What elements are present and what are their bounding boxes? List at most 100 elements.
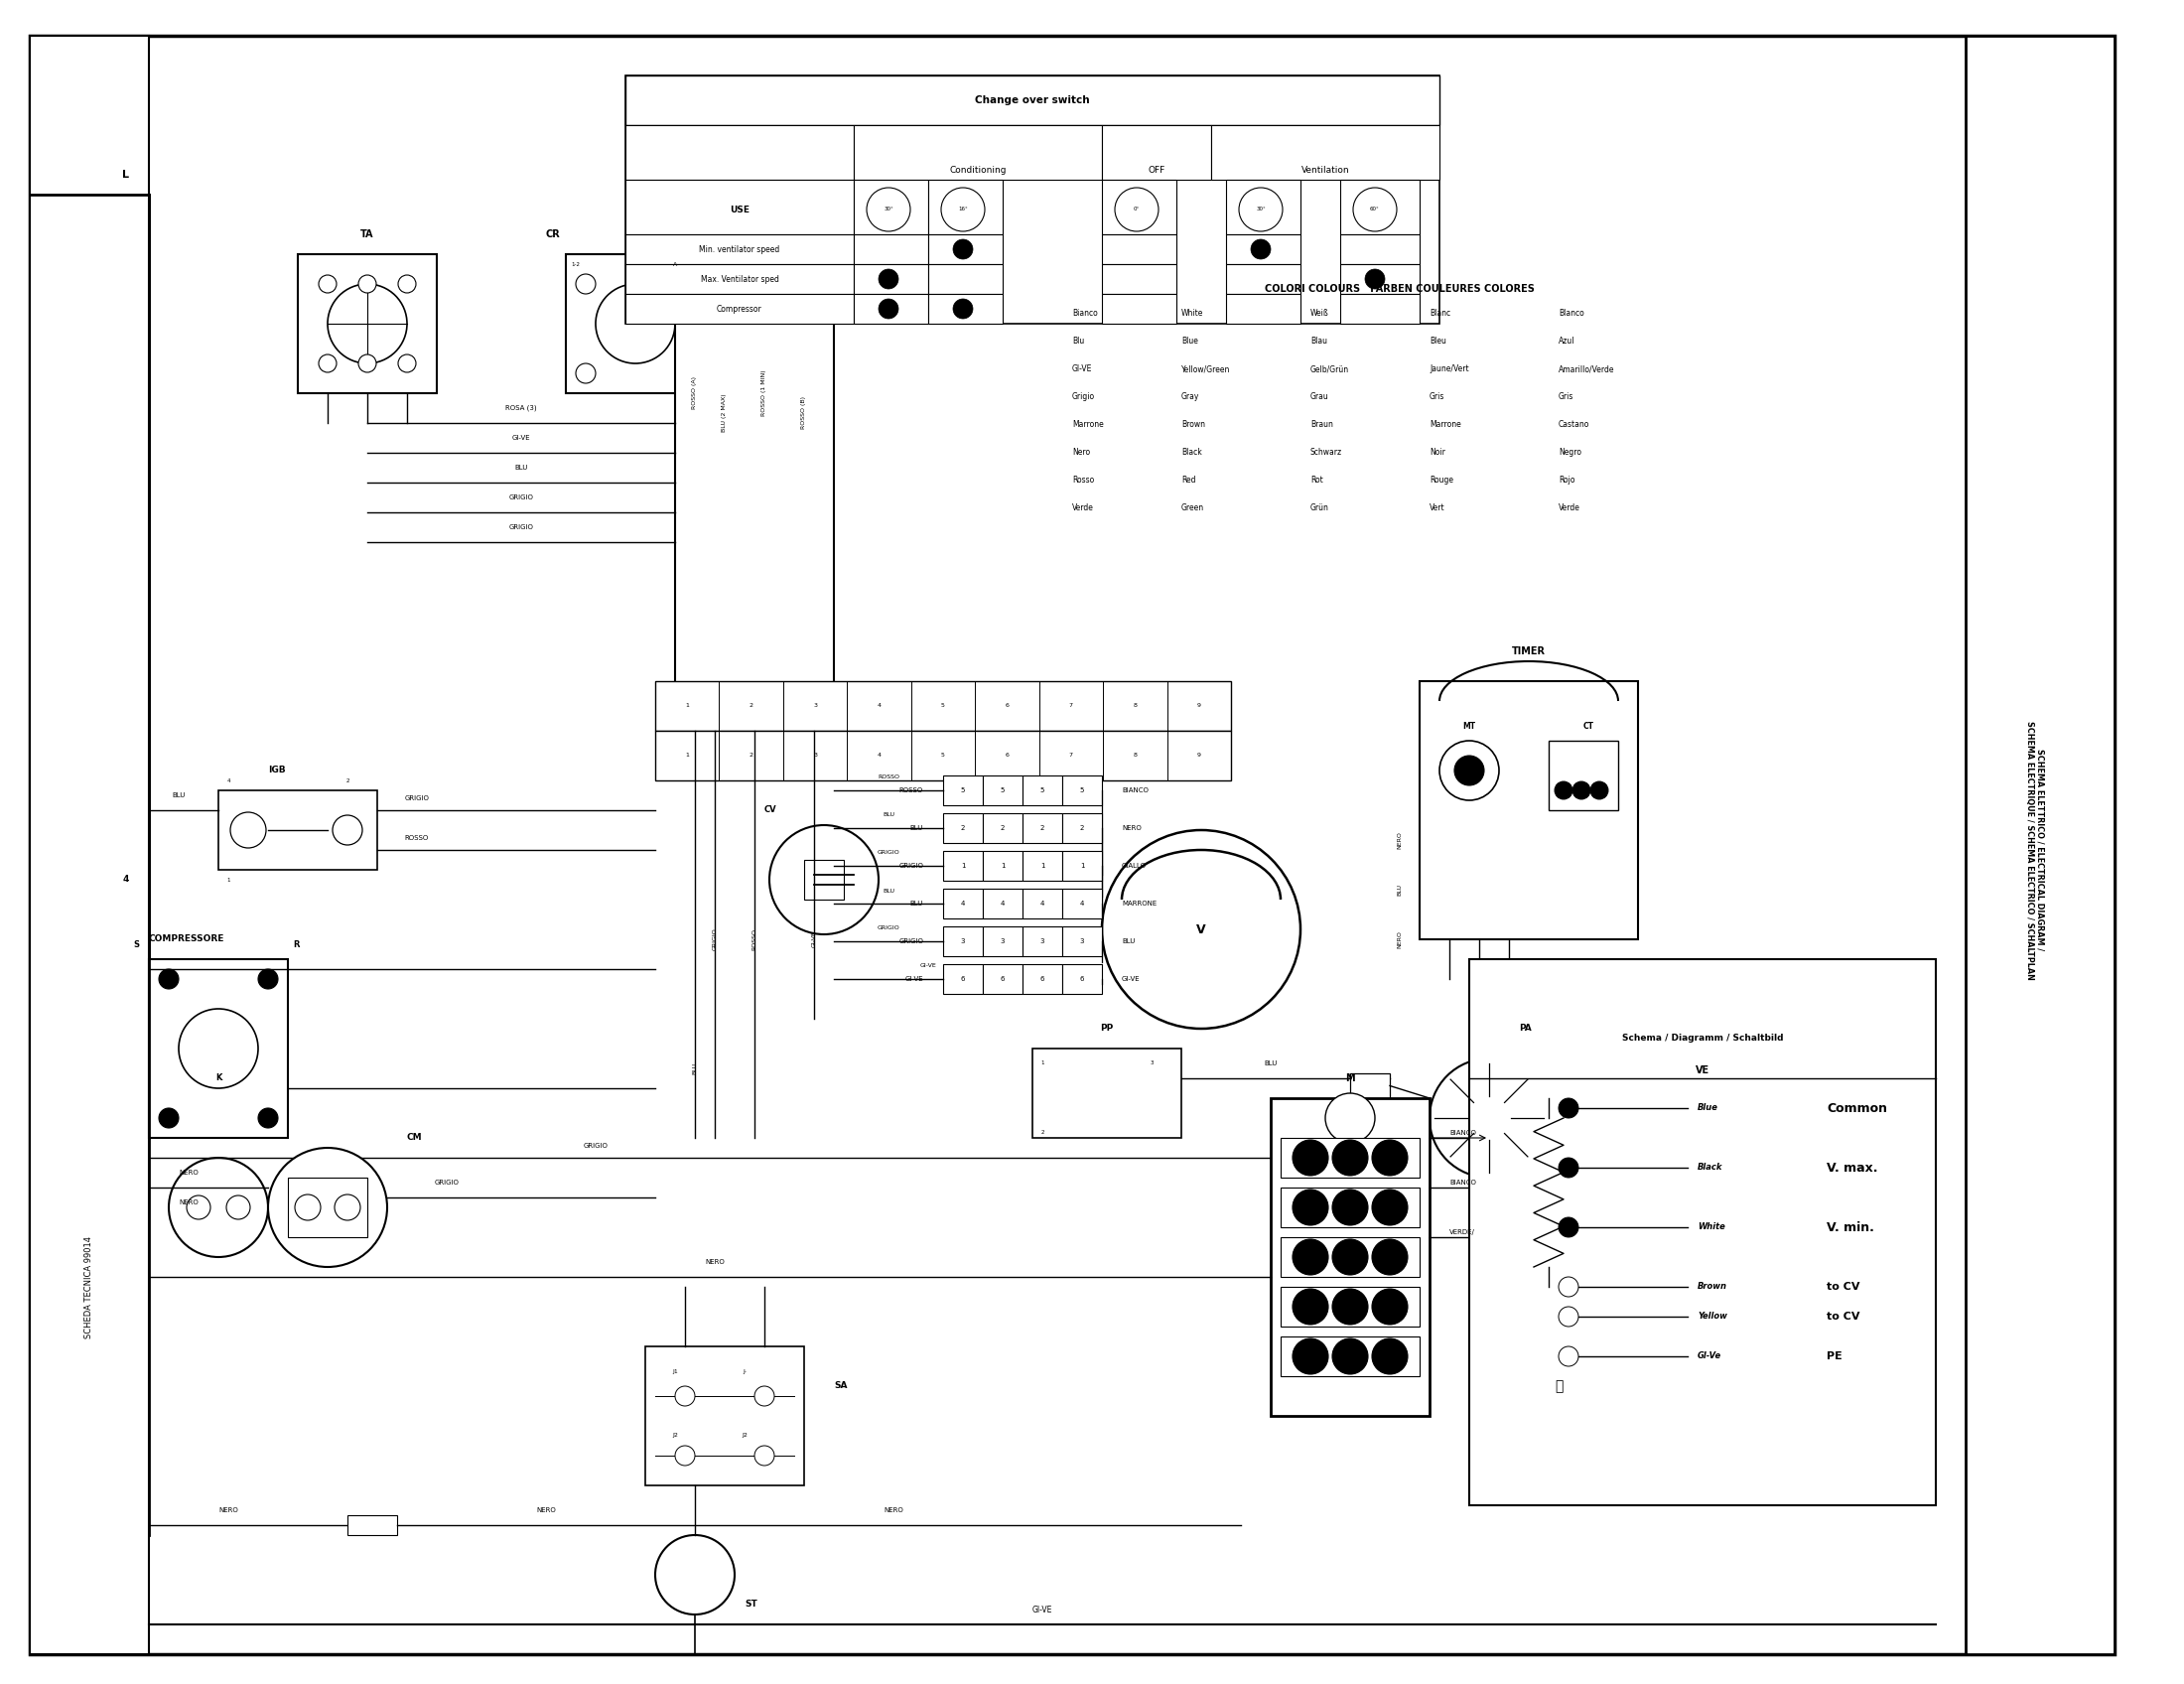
Text: J2: J2: [743, 1433, 747, 1438]
Text: Rosso: Rosso: [1072, 477, 1094, 485]
Text: Green: Green: [1182, 504, 1203, 514]
Text: Jaune/Vert: Jaune/Vert: [1431, 365, 1470, 374]
Circle shape: [1103, 830, 1299, 1029]
Text: NERO: NERO: [218, 1507, 238, 1514]
Text: GRIGIO: GRIGIO: [435, 1179, 459, 1186]
Text: GRIGIO: GRIGIO: [898, 862, 924, 869]
Text: GI-VE: GI-VE: [812, 931, 817, 948]
Text: M: M: [1465, 766, 1472, 775]
Text: 16°: 16°: [959, 207, 968, 212]
Text: L: L: [122, 170, 129, 180]
Circle shape: [952, 239, 972, 259]
Bar: [1341, 180, 1420, 234]
Text: Gris: Gris: [1559, 392, 1575, 402]
Text: R: R: [293, 940, 299, 948]
Circle shape: [358, 354, 376, 372]
Circle shape: [1372, 1239, 1409, 1275]
Text: 1-2: 1-2: [572, 261, 581, 266]
Bar: [943, 926, 983, 957]
Bar: [928, 295, 1002, 323]
Text: GI-VE: GI-VE: [919, 963, 937, 968]
Circle shape: [1559, 1098, 1579, 1118]
Bar: [1280, 1187, 1420, 1228]
Circle shape: [1354, 187, 1398, 231]
Circle shape: [577, 364, 596, 384]
Circle shape: [1559, 1159, 1579, 1177]
Text: 2: 2: [345, 778, 349, 783]
Text: 8: 8: [1133, 704, 1138, 709]
Bar: [928, 234, 1002, 264]
Text: Marrone: Marrone: [1431, 421, 1461, 429]
Text: 6: 6: [1079, 977, 1083, 982]
Text: Blue: Blue: [1182, 337, 1199, 345]
Bar: [655, 680, 1232, 731]
Text: COLORI COLOURS   FARBEN COULEURES COLORES: COLORI COLOURS FARBEN COULEURES COLORES: [1265, 285, 1535, 295]
Circle shape: [1293, 1288, 1328, 1325]
Circle shape: [332, 815, 363, 845]
Circle shape: [1559, 1218, 1579, 1238]
Text: PE: PE: [1826, 1351, 1843, 1361]
Circle shape: [258, 968, 277, 989]
Text: 0°: 0°: [1133, 207, 1140, 212]
Bar: [943, 850, 983, 881]
Text: NERO: NERO: [179, 1170, 199, 1175]
Text: ROSSO: ROSSO: [900, 788, 924, 793]
Circle shape: [1372, 1339, 1409, 1374]
Bar: [625, 76, 1439, 125]
Circle shape: [675, 1445, 695, 1465]
Bar: [1103, 264, 1177, 295]
Text: 7: 7: [1068, 753, 1072, 758]
Text: Rot: Rot: [1310, 477, 1324, 485]
Circle shape: [1293, 1239, 1328, 1275]
Bar: [288, 1177, 367, 1238]
Text: M: M: [1345, 1073, 1354, 1083]
Circle shape: [334, 1194, 360, 1221]
Bar: [625, 180, 854, 234]
Text: 1: 1: [686, 753, 690, 758]
Text: 5: 5: [1000, 788, 1005, 793]
Text: GI-VE: GI-VE: [904, 977, 924, 982]
Text: 3: 3: [1079, 938, 1083, 945]
Bar: [983, 775, 1022, 805]
Text: 2: 2: [1000, 825, 1005, 832]
Text: K: K: [216, 1074, 221, 1083]
Bar: [1225, 234, 1299, 264]
Text: 5: 5: [941, 704, 946, 709]
Text: ST: ST: [745, 1600, 758, 1608]
Circle shape: [596, 285, 675, 364]
Circle shape: [1293, 1339, 1328, 1374]
Bar: [983, 926, 1022, 957]
Text: 4: 4: [122, 876, 129, 884]
Circle shape: [159, 968, 179, 989]
Text: Vert: Vert: [1431, 504, 1446, 514]
Text: Negro: Negro: [1559, 448, 1581, 458]
Text: TA: TA: [360, 229, 373, 239]
Text: Change over switch: Change over switch: [974, 96, 1090, 104]
Text: TIMER: TIMER: [1511, 647, 1546, 657]
Text: Noir: Noir: [1431, 448, 1446, 458]
Bar: [1103, 295, 1177, 323]
Circle shape: [941, 187, 985, 231]
Text: 7: 7: [1068, 704, 1072, 709]
Circle shape: [867, 187, 911, 231]
Bar: [1061, 850, 1103, 881]
Text: CM: CM: [406, 1133, 422, 1142]
Text: 30°: 30°: [885, 207, 893, 212]
Text: Gray: Gray: [1182, 392, 1199, 402]
Text: BLU: BLU: [882, 813, 895, 818]
Text: BIANCO: BIANCO: [1450, 1179, 1476, 1186]
Circle shape: [1251, 239, 1271, 259]
Circle shape: [1439, 741, 1498, 800]
Text: CV: CV: [764, 805, 778, 815]
Circle shape: [258, 1108, 277, 1128]
Text: Schwarz: Schwarz: [1310, 448, 1343, 458]
Circle shape: [753, 1445, 775, 1465]
Text: 1: 1: [227, 877, 229, 882]
Text: Blue: Blue: [1697, 1103, 1719, 1113]
Text: BLU: BLU: [1398, 884, 1402, 896]
Bar: [928, 264, 1002, 295]
Circle shape: [1431, 1059, 1548, 1177]
Bar: [1022, 775, 1061, 805]
Text: 2: 2: [1079, 825, 1083, 832]
Text: GIALLO: GIALLO: [1123, 862, 1147, 869]
